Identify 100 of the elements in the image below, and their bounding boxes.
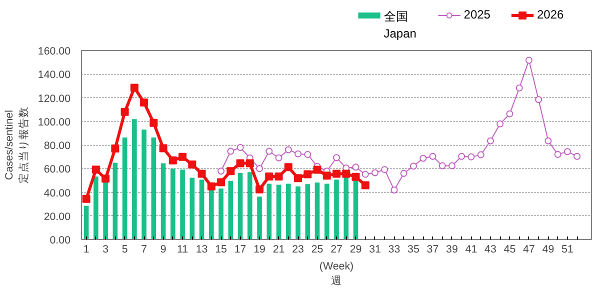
point — [429, 152, 436, 160]
point — [198, 170, 206, 178]
point — [574, 152, 581, 160]
bar — [190, 178, 195, 240]
x-tick-label: 7 — [141, 244, 148, 256]
bar — [94, 176, 98, 240]
point — [458, 152, 466, 160]
point — [342, 170, 350, 178]
point — [275, 154, 282, 162]
bar — [286, 184, 291, 240]
y-tick-label: 100.00 — [38, 116, 71, 128]
x-tick-label: 47 — [523, 244, 535, 256]
point — [159, 144, 168, 152]
point — [333, 154, 340, 162]
point — [218, 168, 225, 175]
point — [226, 167, 235, 176]
point — [486, 137, 494, 144]
y-tick-label: 80.00 — [44, 140, 71, 152]
point — [496, 120, 504, 128]
point — [304, 170, 312, 178]
point — [236, 159, 244, 168]
x-tick-label: 9 — [160, 244, 166, 256]
y-axis-title: Cases/sentinel 定点当り報告数 — [4, 106, 30, 184]
x-tick-label: 45 — [504, 244, 516, 256]
point — [274, 172, 283, 181]
x-tick-label: 25 — [311, 244, 324, 256]
bar — [142, 130, 146, 240]
point — [130, 84, 138, 92]
bar — [276, 184, 282, 240]
x-tick-label: 17 — [234, 244, 246, 256]
bar — [112, 162, 118, 240]
point — [361, 181, 370, 190]
legend-label: 2026 — [537, 8, 564, 22]
legend-label: 2025 — [464, 8, 491, 22]
point — [332, 170, 340, 178]
bar — [180, 170, 185, 240]
point — [265, 172, 274, 181]
point — [371, 169, 378, 176]
x-tick-label: 1 — [83, 244, 90, 256]
point — [168, 156, 177, 164]
x-tick-label: 29 — [350, 244, 362, 256]
point — [92, 166, 100, 174]
point — [322, 172, 331, 180]
x-tick-label: 43 — [484, 244, 496, 256]
x-tick-label: 11 — [177, 244, 188, 256]
point — [150, 118, 158, 127]
point — [400, 170, 408, 177]
x-tick-label: 31 — [369, 244, 381, 256]
point — [390, 186, 398, 194]
point — [506, 110, 514, 118]
point — [284, 146, 292, 154]
bar — [199, 180, 204, 240]
bar — [218, 188, 224, 240]
bar — [151, 137, 156, 240]
point — [516, 84, 523, 92]
x-axis-title: (Week) 週 — [319, 260, 354, 287]
point — [140, 98, 148, 106]
point — [207, 182, 216, 190]
x-tick-label: 37 — [426, 244, 439, 256]
x-tick-label: 19 — [254, 244, 266, 256]
bar — [84, 206, 89, 240]
y-tick-label: 40.00 — [44, 187, 71, 200]
point — [256, 185, 264, 194]
y-tick-label: 0.00 — [50, 234, 71, 246]
bar — [228, 180, 234, 240]
bar — [160, 163, 166, 240]
point — [535, 96, 542, 104]
x-tick-label: 23 — [292, 244, 304, 256]
point — [266, 148, 273, 155]
point — [236, 144, 244, 151]
x-tick-label: 41 — [465, 244, 478, 256]
point — [304, 150, 312, 158]
bar — [344, 177, 349, 240]
bar — [305, 184, 310, 240]
point — [438, 162, 446, 170]
x-tick-label: 39 — [446, 244, 458, 256]
point — [554, 150, 562, 158]
point — [525, 56, 532, 64]
x-tick-label: 5 — [122, 244, 128, 256]
x-tick-label: 51 — [562, 244, 574, 256]
point — [352, 164, 360, 171]
y-tick-label: 120.00 — [38, 92, 71, 105]
bar — [334, 180, 339, 240]
legend-label: 全国 Japan — [384, 10, 416, 40]
bar — [324, 184, 330, 240]
y-tick-label: 20.00 — [44, 210, 71, 223]
y-tick-label: 60.00 — [44, 164, 71, 176]
bar — [170, 168, 176, 240]
point — [178, 152, 187, 161]
x-tick-label: 49 — [542, 244, 554, 256]
point — [381, 166, 388, 174]
point — [256, 165, 264, 172]
point — [120, 108, 129, 116]
point — [111, 144, 120, 153]
point — [188, 160, 196, 168]
point — [82, 194, 90, 203]
point — [448, 162, 456, 170]
point — [544, 137, 552, 144]
point — [410, 162, 417, 170]
point — [284, 163, 292, 172]
